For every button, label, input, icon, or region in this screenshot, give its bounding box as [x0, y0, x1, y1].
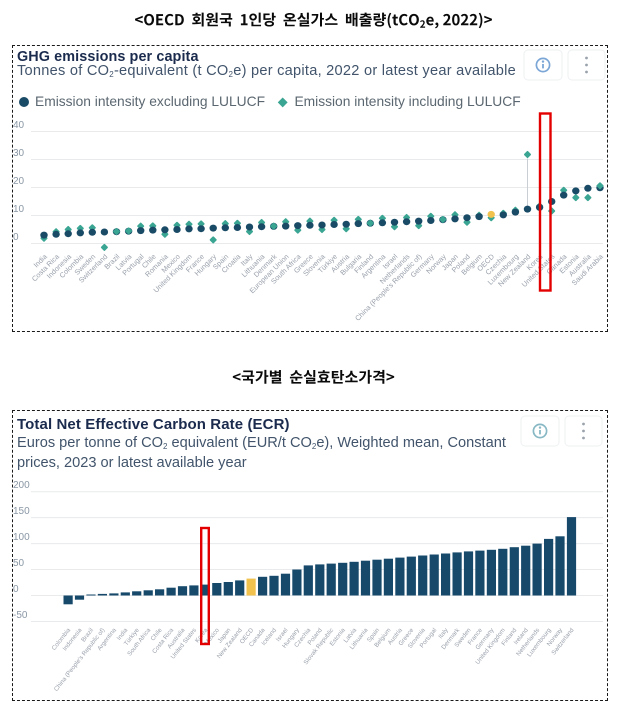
svg-text:-50: -50 [13, 610, 28, 621]
svg-text:30: 30 [13, 148, 25, 159]
svg-text:10: 10 [13, 204, 25, 215]
svg-text:0: 0 [13, 232, 19, 243]
svg-text:200: 200 [13, 480, 30, 491]
svg-text:40: 40 [13, 120, 25, 131]
svg-text:20: 20 [13, 176, 25, 187]
svg-text:0: 0 [13, 584, 19, 595]
svg-text:100: 100 [13, 532, 30, 543]
svg-text:150: 150 [13, 506, 30, 517]
svg-text:50: 50 [13, 558, 25, 569]
